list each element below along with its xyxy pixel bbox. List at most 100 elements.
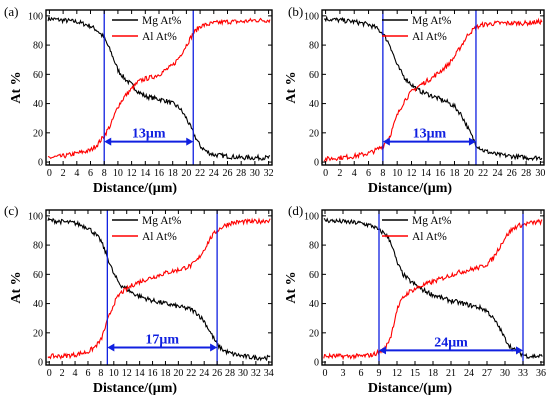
al-legend-label: Al At% — [142, 231, 177, 243]
y-axis-title: At % — [284, 71, 299, 103]
x-tick-label: 18 — [428, 368, 438, 379]
legend: Mg At% Al At% — [112, 15, 182, 43]
mg-series-line — [47, 216, 271, 362]
x-tick-label: 16 — [148, 368, 158, 379]
arrowhead-left — [104, 137, 112, 146]
mg-series-line — [323, 15, 543, 162]
x-tick-label: 30 — [500, 368, 510, 379]
x-axis-title: Distance/(μm) — [368, 181, 452, 196]
x-tick-label: 16 — [435, 168, 445, 179]
plot-frame — [321, 9, 545, 166]
arrowhead-right — [516, 346, 523, 355]
x-axis-title: Distance/(μm) — [93, 181, 177, 196]
x-tick-label: 12 — [392, 368, 402, 379]
arrowhead-right — [468, 137, 476, 146]
x-tick-label: 28 — [236, 168, 246, 179]
x-tick-label: 2 — [337, 168, 342, 179]
x-tick-label: 34 — [264, 368, 274, 379]
al-series-line — [47, 17, 271, 159]
y-tick-label: 20 — [33, 328, 43, 339]
x-tick-label: 21 — [446, 368, 456, 379]
x-tick-label: 20 — [464, 168, 474, 179]
al-series-line — [323, 17, 543, 163]
legend: Mg At% Al At% — [112, 215, 182, 243]
y-tick-label: 80 — [33, 41, 43, 52]
y-tick-label: 20 — [309, 328, 319, 339]
x-tick-label: 24 — [464, 368, 474, 379]
y-axis-title: At % — [284, 271, 299, 303]
y-tick-label: 0 — [38, 158, 43, 169]
y-tick-label: 40 — [33, 99, 43, 110]
y-tick-label: 0 — [314, 358, 319, 369]
x-tick-label: 6 — [85, 368, 90, 379]
x-tick-label: 24 — [209, 168, 219, 179]
arrowhead-left — [382, 137, 390, 146]
x-tick-label: 10 — [113, 168, 123, 179]
y-tick-label: 60 — [33, 70, 43, 81]
x-tick-label: 30 — [535, 168, 545, 179]
x-tick-label: 4 — [74, 168, 79, 179]
x-tick-label: 18 — [160, 368, 170, 379]
x-tick-label: 0 — [47, 368, 52, 379]
x-tick-label: 36 — [536, 368, 546, 379]
x-axis-title: Distance/(μm) — [368, 381, 452, 396]
x-tick-label: 14 — [421, 168, 431, 179]
y-axis-title: At % — [9, 271, 24, 303]
x-tick-label: 26 — [222, 168, 232, 179]
x-tick-label: 22 — [195, 168, 205, 179]
panel-label: (d) — [288, 203, 303, 218]
x-tick-label: 26 — [212, 368, 222, 379]
x-tick-label: 20 — [181, 168, 191, 179]
arrowhead-left — [107, 343, 115, 352]
x-tick-label: 0 — [323, 168, 328, 179]
mg-series-line — [47, 16, 271, 162]
x-tick-label: 33 — [518, 368, 528, 379]
legend: Mg At% Al At% — [382, 215, 452, 243]
x-tick-label: 8 — [102, 168, 107, 179]
x-tick-label: 10 — [109, 368, 119, 379]
mg-legend-label: Mg At% — [142, 15, 182, 27]
y-tick-label: 60 — [309, 70, 319, 81]
y-tick-label: 20 — [309, 128, 319, 139]
al-series-line — [47, 217, 271, 360]
x-tick-label: 24 — [492, 168, 502, 179]
al-legend-label: Al At% — [142, 31, 177, 43]
x-tick-label: 0 — [47, 168, 52, 179]
x-tick-label: 18 — [168, 168, 178, 179]
x-tick-label: 14 — [140, 168, 150, 179]
x-tick-label: 12 — [122, 368, 132, 379]
x-tick-label: 28 — [225, 368, 235, 379]
y-tick-label: 40 — [309, 299, 319, 310]
x-tick-label: 24 — [199, 368, 209, 379]
x-tick-label: 8 — [380, 168, 385, 179]
width-annotation: 13μm — [413, 127, 447, 142]
x-tick-label: 30 — [238, 368, 248, 379]
arrowhead-right — [186, 137, 194, 146]
x-tick-label: 22 — [478, 168, 488, 179]
x-tick-label: 16 — [154, 168, 164, 179]
x-tick-label: 2 — [60, 368, 65, 379]
x-tick-label: 8 — [98, 368, 103, 379]
y-tick-label: 100 — [28, 211, 43, 222]
x-tick-label: 28 — [521, 168, 531, 179]
x-tick-label: 9 — [377, 368, 382, 379]
y-tick-label: 80 — [309, 241, 319, 252]
y-tick-label: 80 — [33, 241, 43, 252]
al-series-line — [323, 218, 543, 361]
x-tick-label: 30 — [250, 168, 260, 179]
al-legend-label: Al At% — [412, 231, 447, 243]
x-tick-label: 6 — [88, 168, 93, 179]
y-tick-label: 0 — [314, 158, 319, 169]
x-tick-label: 32 — [251, 368, 261, 379]
y-tick-label: 60 — [309, 270, 319, 281]
panel-label: (c) — [4, 203, 18, 218]
y-tick-label: 80 — [309, 41, 319, 52]
x-tick-label: 18 — [449, 168, 459, 179]
width-annotation: 17μm — [145, 332, 179, 347]
x-tick-label: 6 — [366, 168, 371, 179]
